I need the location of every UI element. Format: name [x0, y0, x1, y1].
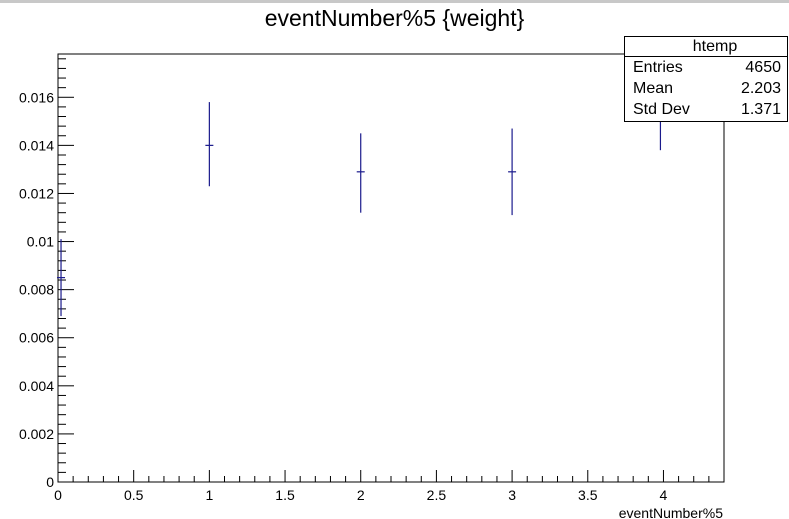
stats-box: htemp Entries 4650 Mean 2.203 Std Dev 1.…: [624, 36, 788, 122]
stats-value: 2.203: [740, 80, 781, 97]
y-tick-label: 0.008: [19, 282, 54, 298]
y-tick-label: 0.012: [19, 185, 54, 201]
y-tick-label: 0: [46, 474, 54, 490]
y-tick-label: 0.01: [27, 234, 54, 250]
stats-row-stddev: Std Dev 1.371: [625, 99, 787, 120]
x-tick-label: 3.5: [578, 487, 598, 503]
x-axis-label: eventNumber%5: [619, 505, 723, 519]
data-point: [508, 128, 517, 216]
x-tick-label: 1: [205, 487, 213, 503]
stats-label: Entries: [633, 59, 683, 76]
x-tick-label: 4: [660, 487, 668, 503]
data-points: [57, 85, 665, 317]
y-tick-label: 0.006: [19, 330, 54, 346]
x-tick-label: 0: [54, 487, 62, 503]
stats-title: htemp: [625, 37, 787, 57]
x-tick-label: 1.5: [275, 487, 295, 503]
data-point: [205, 102, 214, 187]
stats-value: 4650: [745, 59, 781, 76]
y-tick-label: 0.004: [19, 378, 54, 394]
data-point: [57, 239, 66, 317]
stats-row-entries: Entries 4650: [625, 57, 787, 78]
stats-label: Std Dev: [633, 101, 690, 118]
x-tick-label: 3: [508, 487, 516, 503]
stats-value: 1.371: [740, 101, 781, 118]
y-tick-label: 0.016: [19, 89, 54, 105]
x-tick-label: 2: [357, 487, 365, 503]
y-tick-label: 0.002: [19, 426, 54, 442]
axes: 0 0.5 1 1.5 2 2.5 3 3.5 4 0 0.002 0.004 0.006 0.008 0.…: [19, 53, 725, 503]
stats-row-mean: Mean 2.203: [625, 78, 787, 99]
x-tick-label: 0.5: [124, 487, 144, 503]
y-tick-label: 0.014: [19, 137, 54, 153]
data-point: [356, 133, 365, 213]
x-tick-label: 2.5: [427, 487, 447, 503]
window-top-strip: [0, 0, 789, 3]
stats-label: Mean: [633, 80, 674, 97]
chart-title: eventNumber%5 {weight}: [264, 5, 525, 31]
